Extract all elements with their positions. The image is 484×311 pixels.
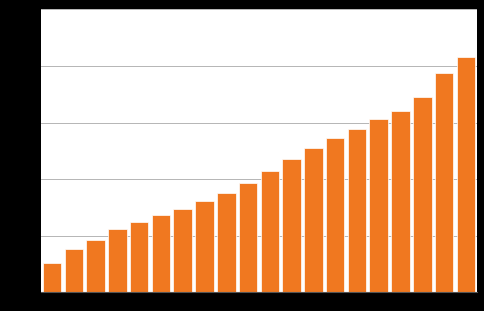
Bar — [130, 221, 149, 292]
Bar — [304, 148, 323, 292]
Bar — [348, 129, 366, 292]
Bar — [326, 138, 345, 292]
Bar — [86, 240, 105, 292]
Bar — [64, 249, 83, 292]
Bar — [435, 73, 454, 292]
Bar — [239, 183, 257, 292]
Bar — [195, 201, 214, 292]
Bar — [151, 215, 170, 292]
Bar — [391, 111, 410, 292]
Bar — [108, 230, 127, 292]
Bar — [369, 119, 388, 292]
Bar — [456, 57, 475, 292]
Bar — [43, 262, 61, 292]
Bar — [260, 171, 279, 292]
Bar — [413, 97, 432, 292]
Bar — [282, 159, 301, 292]
Bar — [217, 193, 236, 292]
Bar — [173, 209, 192, 292]
